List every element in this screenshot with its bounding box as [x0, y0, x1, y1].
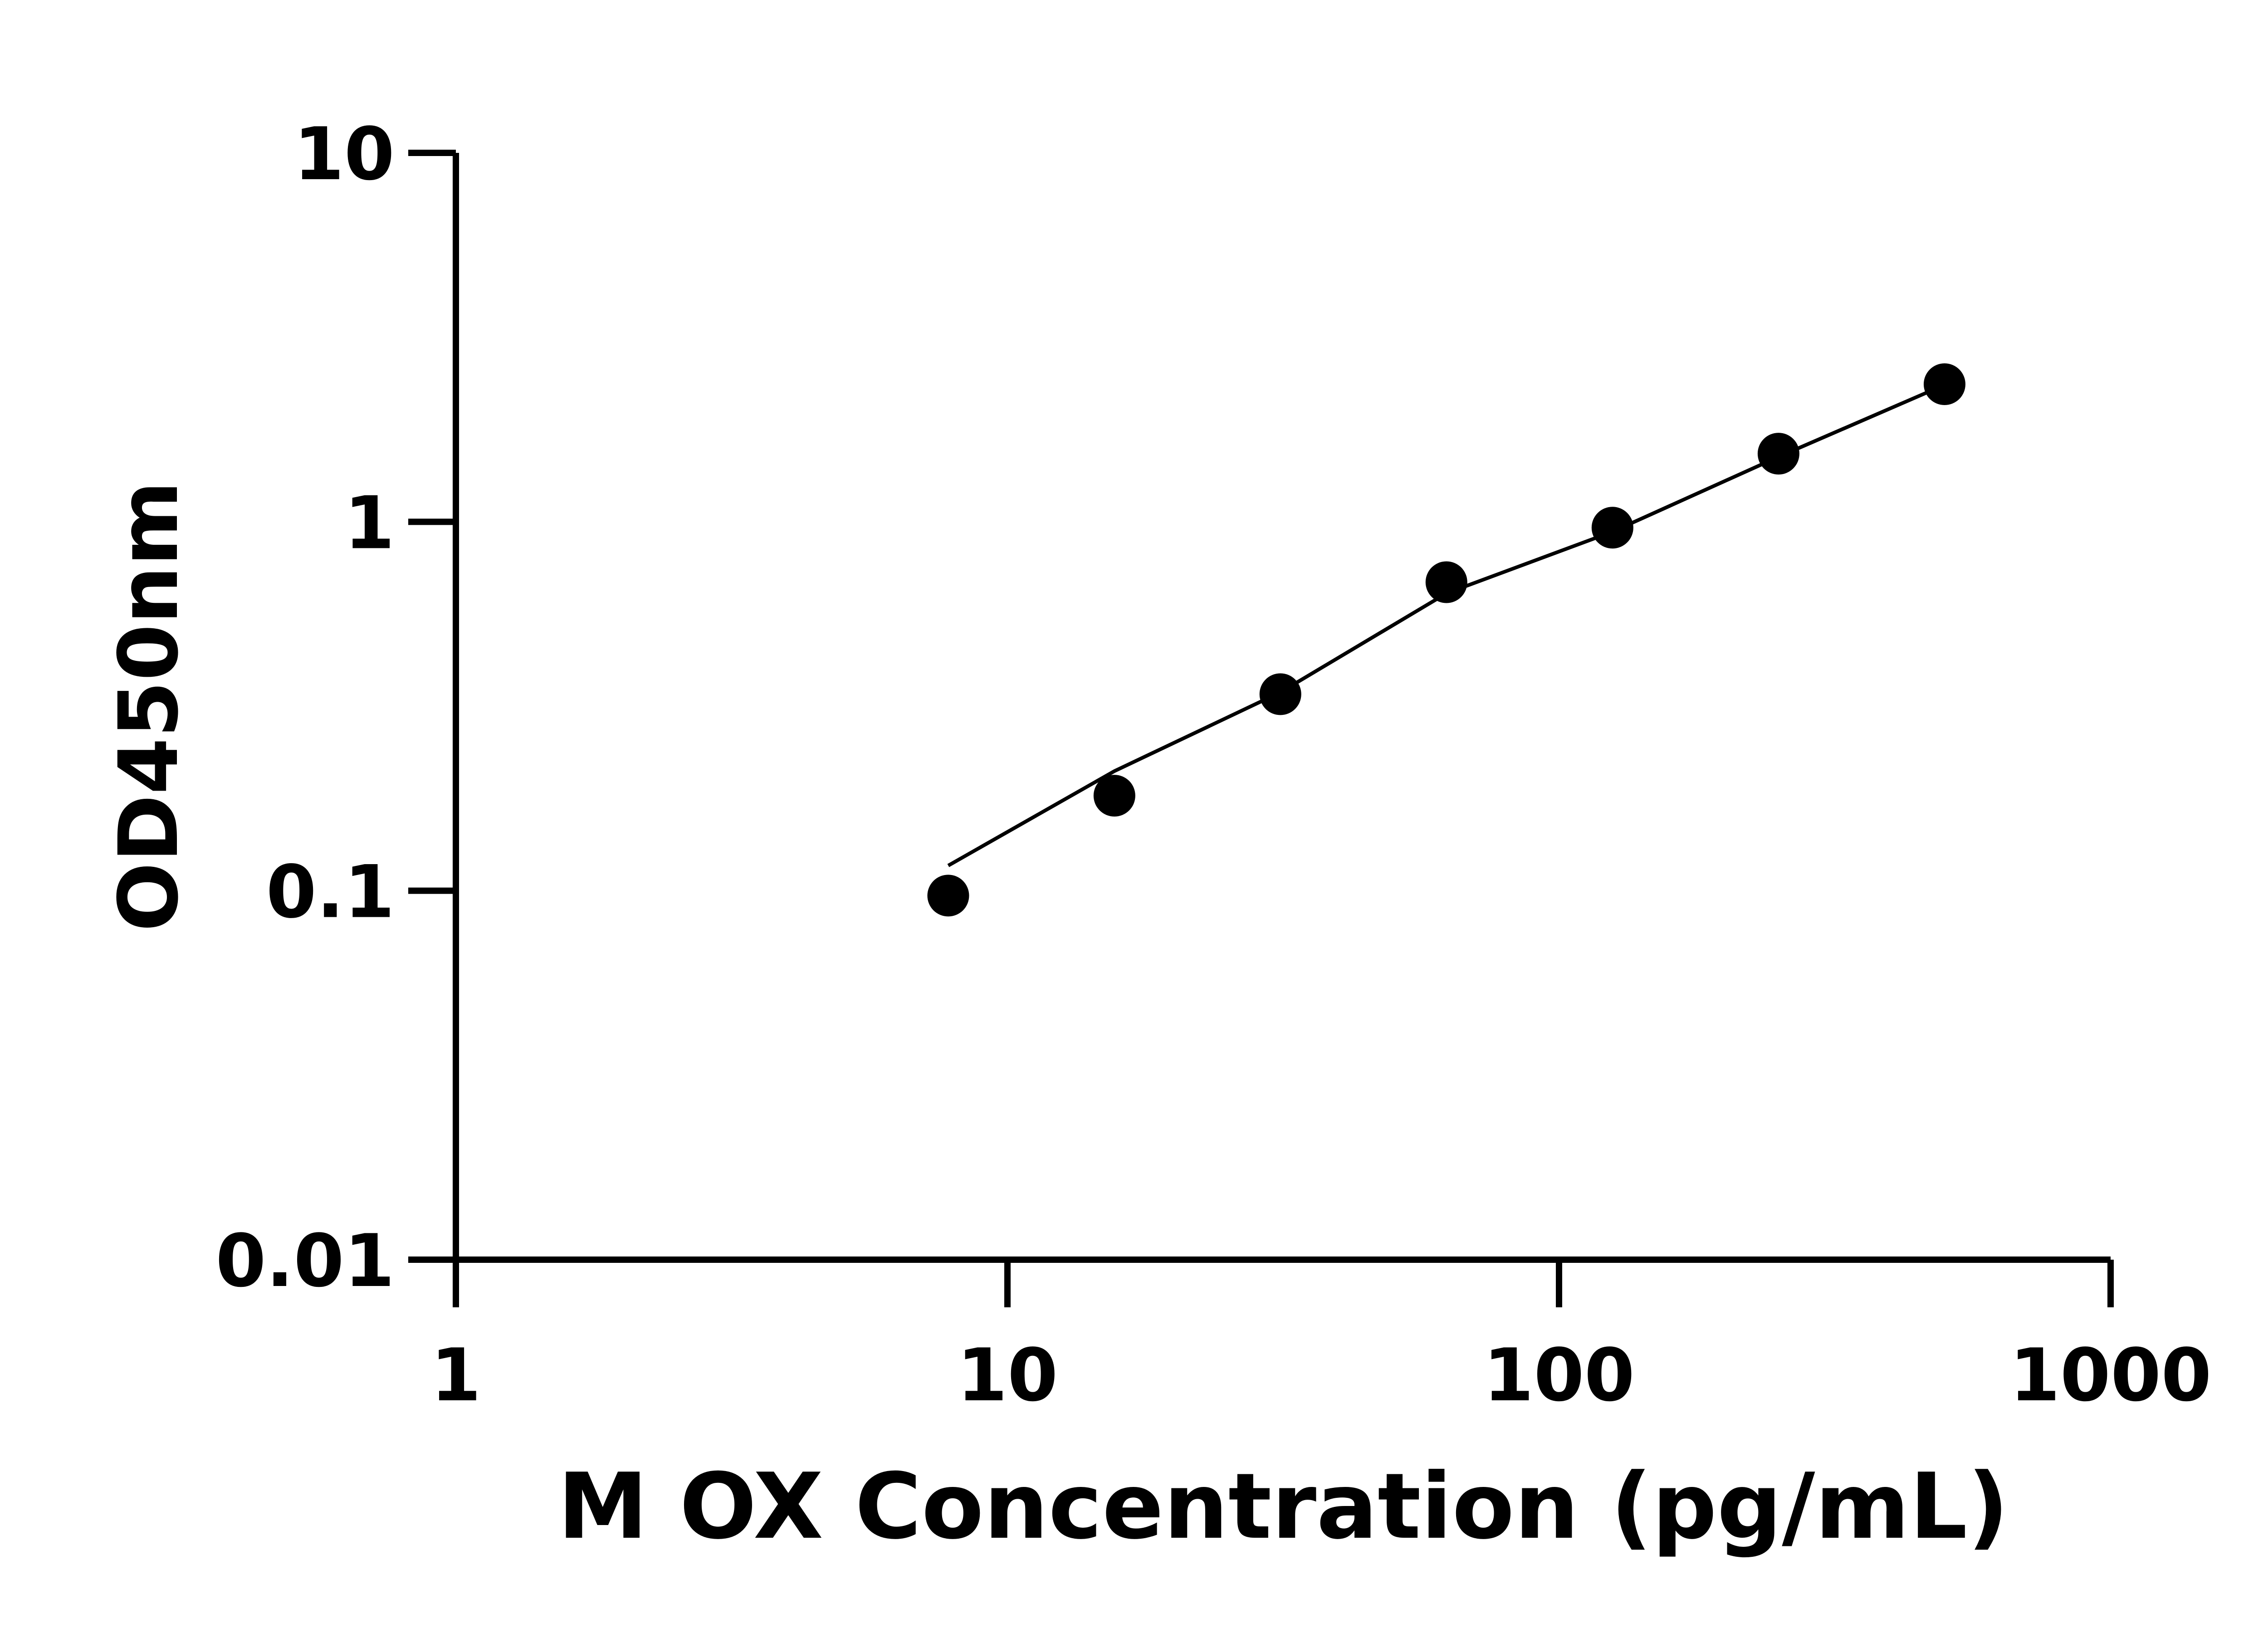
x-tick-label: 1000 — [2009, 1333, 2211, 1418]
y-tick-label: 1 — [344, 480, 395, 565]
data-point — [1425, 561, 1467, 603]
x-tick-label: 10 — [957, 1333, 1058, 1418]
x-tick-label: 1 — [430, 1333, 481, 1418]
data-point — [1923, 363, 1965, 406]
data-point — [1093, 775, 1135, 817]
y-tick-label: 0.01 — [215, 1218, 395, 1303]
x-tick-label: 100 — [1483, 1333, 1635, 1418]
data-point — [1757, 433, 1799, 475]
data-point — [1591, 507, 1633, 549]
y-axis-label: OD450nm — [102, 481, 196, 932]
y-tick-label: 10 — [293, 112, 395, 196]
data-point — [1259, 673, 1301, 715]
x-axis-label: M OX Concentration (pg/mL) — [557, 1454, 2009, 1560]
y-tick-label: 0.1 — [266, 850, 395, 934]
data-point — [927, 875, 969, 917]
